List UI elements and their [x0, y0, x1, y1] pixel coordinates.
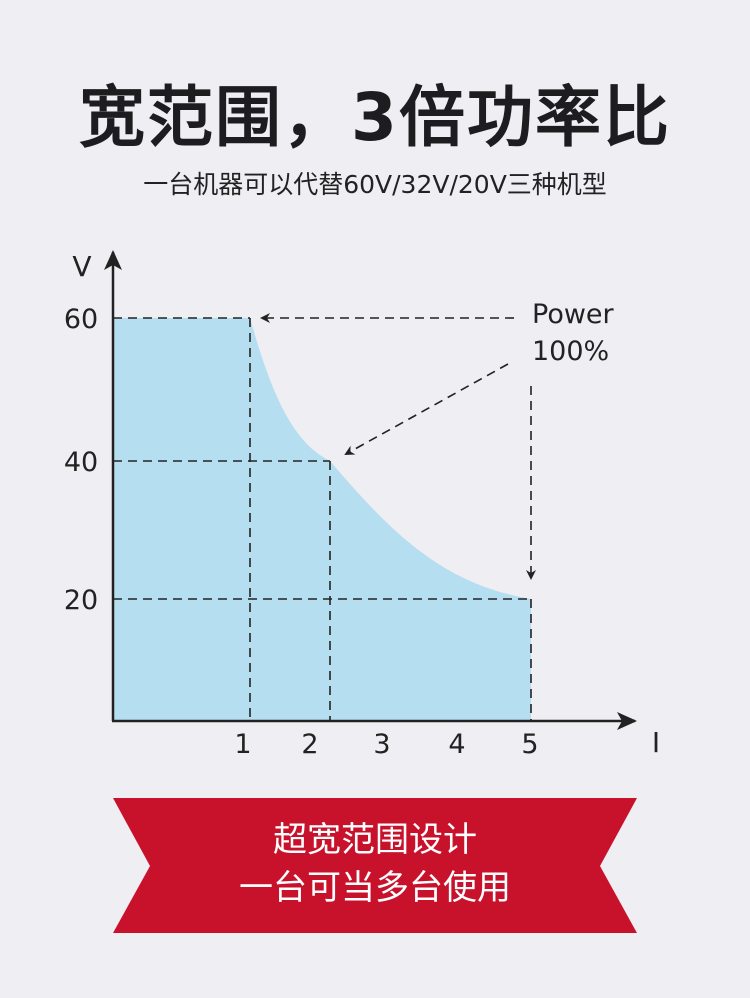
- annotation-power: Power: [532, 299, 615, 330]
- x-tick-label: 1: [234, 729, 251, 760]
- banner-line-2: 一台可当多台使用: [239, 868, 511, 908]
- x-axis-label: I: [652, 726, 660, 759]
- x-tick-label: 2: [301, 729, 318, 760]
- page-subtitle: 一台机器可以代替60V/32V/20V三种机型: [143, 170, 607, 199]
- annotation-percent: 100%: [532, 336, 609, 367]
- y-axis-label: V: [72, 250, 91, 283]
- x-tick-label: 3: [373, 729, 390, 760]
- page-title: 宽范围，3倍功率比: [79, 79, 671, 156]
- y-tick-label: 40: [64, 447, 98, 478]
- y-tick-label: 20: [64, 585, 98, 616]
- y-tick-label: 60: [64, 304, 98, 335]
- banner-ribbon: [113, 798, 637, 933]
- x-tick-label: 5: [521, 729, 538, 760]
- power-area: [113, 318, 531, 721]
- x-tick-label: 4: [448, 729, 465, 760]
- banner-line-1: 超宽范围设计: [273, 820, 477, 860]
- annotation-arrow-40: [344, 363, 509, 455]
